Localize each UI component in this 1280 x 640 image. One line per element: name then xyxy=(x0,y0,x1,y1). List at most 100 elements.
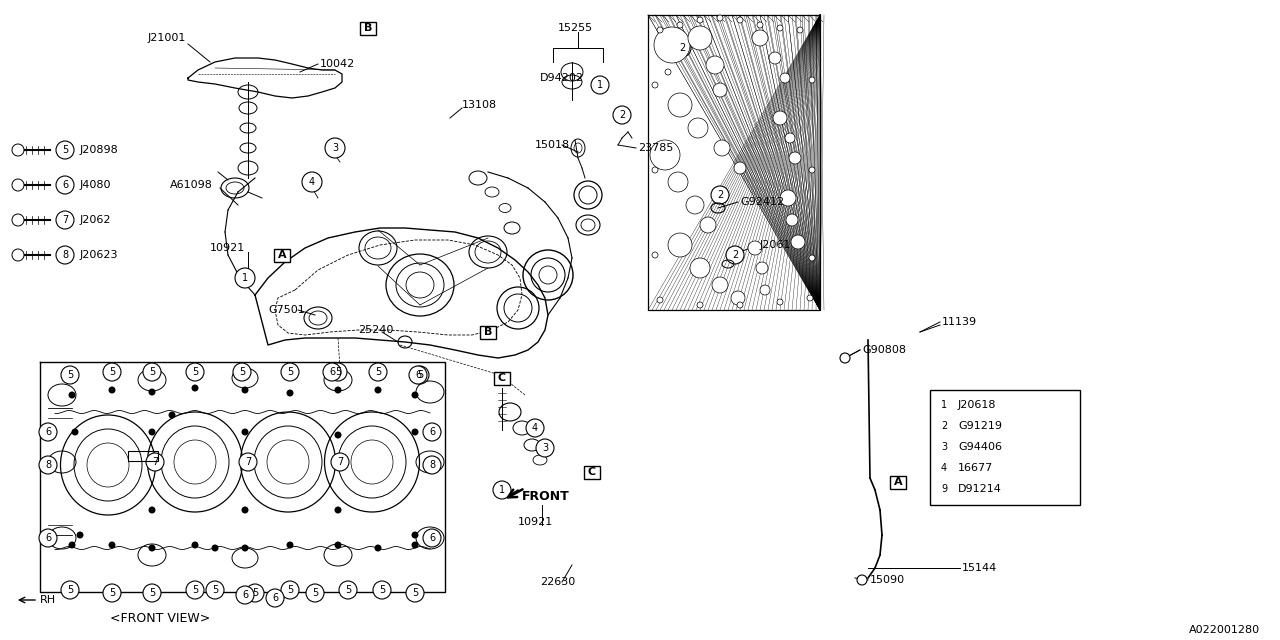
Circle shape xyxy=(698,17,703,23)
Circle shape xyxy=(717,15,723,21)
Text: 5: 5 xyxy=(375,367,381,377)
Text: 5: 5 xyxy=(192,585,198,595)
Circle shape xyxy=(102,584,122,602)
Circle shape xyxy=(613,106,631,124)
Text: 5: 5 xyxy=(239,367,246,377)
Text: 6: 6 xyxy=(415,370,421,380)
Circle shape xyxy=(61,581,79,599)
Text: 5: 5 xyxy=(344,585,351,595)
Text: 6: 6 xyxy=(45,427,51,437)
Circle shape xyxy=(56,141,74,159)
Circle shape xyxy=(654,27,690,63)
Text: G92412: G92412 xyxy=(740,197,785,207)
Circle shape xyxy=(773,111,787,125)
Circle shape xyxy=(302,172,323,192)
Circle shape xyxy=(334,431,342,438)
Circle shape xyxy=(369,363,387,381)
Text: 5: 5 xyxy=(67,585,73,595)
Circle shape xyxy=(242,429,248,435)
Circle shape xyxy=(146,453,164,471)
Circle shape xyxy=(329,363,347,381)
Circle shape xyxy=(591,76,609,94)
Circle shape xyxy=(239,453,257,471)
Circle shape xyxy=(192,385,198,392)
Text: 10042: 10042 xyxy=(320,59,356,69)
Text: C: C xyxy=(498,373,506,383)
Text: 5: 5 xyxy=(212,585,218,595)
Text: <FRONT VIEW>: <FRONT VIEW> xyxy=(110,611,210,625)
Text: 5: 5 xyxy=(312,588,319,598)
Circle shape xyxy=(936,439,952,455)
Circle shape xyxy=(756,262,768,274)
Text: 5: 5 xyxy=(148,367,155,377)
Text: 2: 2 xyxy=(941,421,947,431)
Bar xyxy=(480,326,497,339)
Text: FRONT: FRONT xyxy=(522,490,570,504)
Circle shape xyxy=(38,529,58,547)
Text: 5: 5 xyxy=(67,370,73,380)
Text: J4080: J4080 xyxy=(81,180,111,190)
Bar xyxy=(494,371,509,385)
Circle shape xyxy=(38,456,58,474)
Circle shape xyxy=(266,589,284,607)
Text: 5: 5 xyxy=(252,588,259,598)
Text: 2: 2 xyxy=(717,190,723,200)
Circle shape xyxy=(668,172,689,192)
Circle shape xyxy=(186,363,204,381)
Circle shape xyxy=(186,581,204,599)
Text: A022001280: A022001280 xyxy=(1189,625,1260,635)
Text: 5: 5 xyxy=(148,588,155,598)
Text: A61098: A61098 xyxy=(170,180,212,190)
Circle shape xyxy=(56,176,74,194)
Circle shape xyxy=(102,363,122,381)
Circle shape xyxy=(858,575,867,585)
Circle shape xyxy=(236,268,255,288)
Circle shape xyxy=(769,52,781,64)
Text: 1: 1 xyxy=(596,80,603,90)
Circle shape xyxy=(677,22,684,28)
Circle shape xyxy=(287,541,293,548)
Circle shape xyxy=(806,295,813,301)
Circle shape xyxy=(192,541,198,548)
Circle shape xyxy=(148,545,155,552)
Text: D91214: D91214 xyxy=(957,484,1002,494)
Circle shape xyxy=(375,387,381,394)
Circle shape xyxy=(652,252,658,258)
Circle shape xyxy=(712,277,728,293)
Circle shape xyxy=(536,439,554,457)
Text: 5: 5 xyxy=(109,367,115,377)
Circle shape xyxy=(334,506,342,513)
Circle shape xyxy=(780,190,796,206)
Circle shape xyxy=(652,167,658,173)
Circle shape xyxy=(148,388,155,396)
Circle shape xyxy=(12,249,24,261)
Circle shape xyxy=(411,366,429,384)
Text: 5: 5 xyxy=(379,585,385,595)
Circle shape xyxy=(242,387,248,394)
Circle shape xyxy=(785,133,795,143)
Bar xyxy=(360,22,376,35)
Circle shape xyxy=(809,255,815,261)
Circle shape xyxy=(809,77,815,83)
Circle shape xyxy=(109,387,115,394)
Text: 3: 3 xyxy=(332,143,338,153)
Circle shape xyxy=(69,392,76,399)
Text: 6: 6 xyxy=(429,427,435,437)
Text: A: A xyxy=(278,250,287,260)
Circle shape xyxy=(411,541,419,548)
Circle shape xyxy=(148,429,155,435)
Text: 2: 2 xyxy=(732,250,739,260)
Circle shape xyxy=(780,73,790,83)
Circle shape xyxy=(707,56,724,74)
Circle shape xyxy=(325,138,346,158)
Bar xyxy=(274,248,291,262)
Circle shape xyxy=(206,581,224,599)
Circle shape xyxy=(756,22,763,28)
Circle shape xyxy=(777,25,783,31)
Circle shape xyxy=(339,581,357,599)
Text: 7: 7 xyxy=(152,457,159,467)
Text: G94406: G94406 xyxy=(957,442,1002,452)
Circle shape xyxy=(809,167,815,173)
Text: 1: 1 xyxy=(242,273,248,283)
Text: 5: 5 xyxy=(61,145,68,155)
